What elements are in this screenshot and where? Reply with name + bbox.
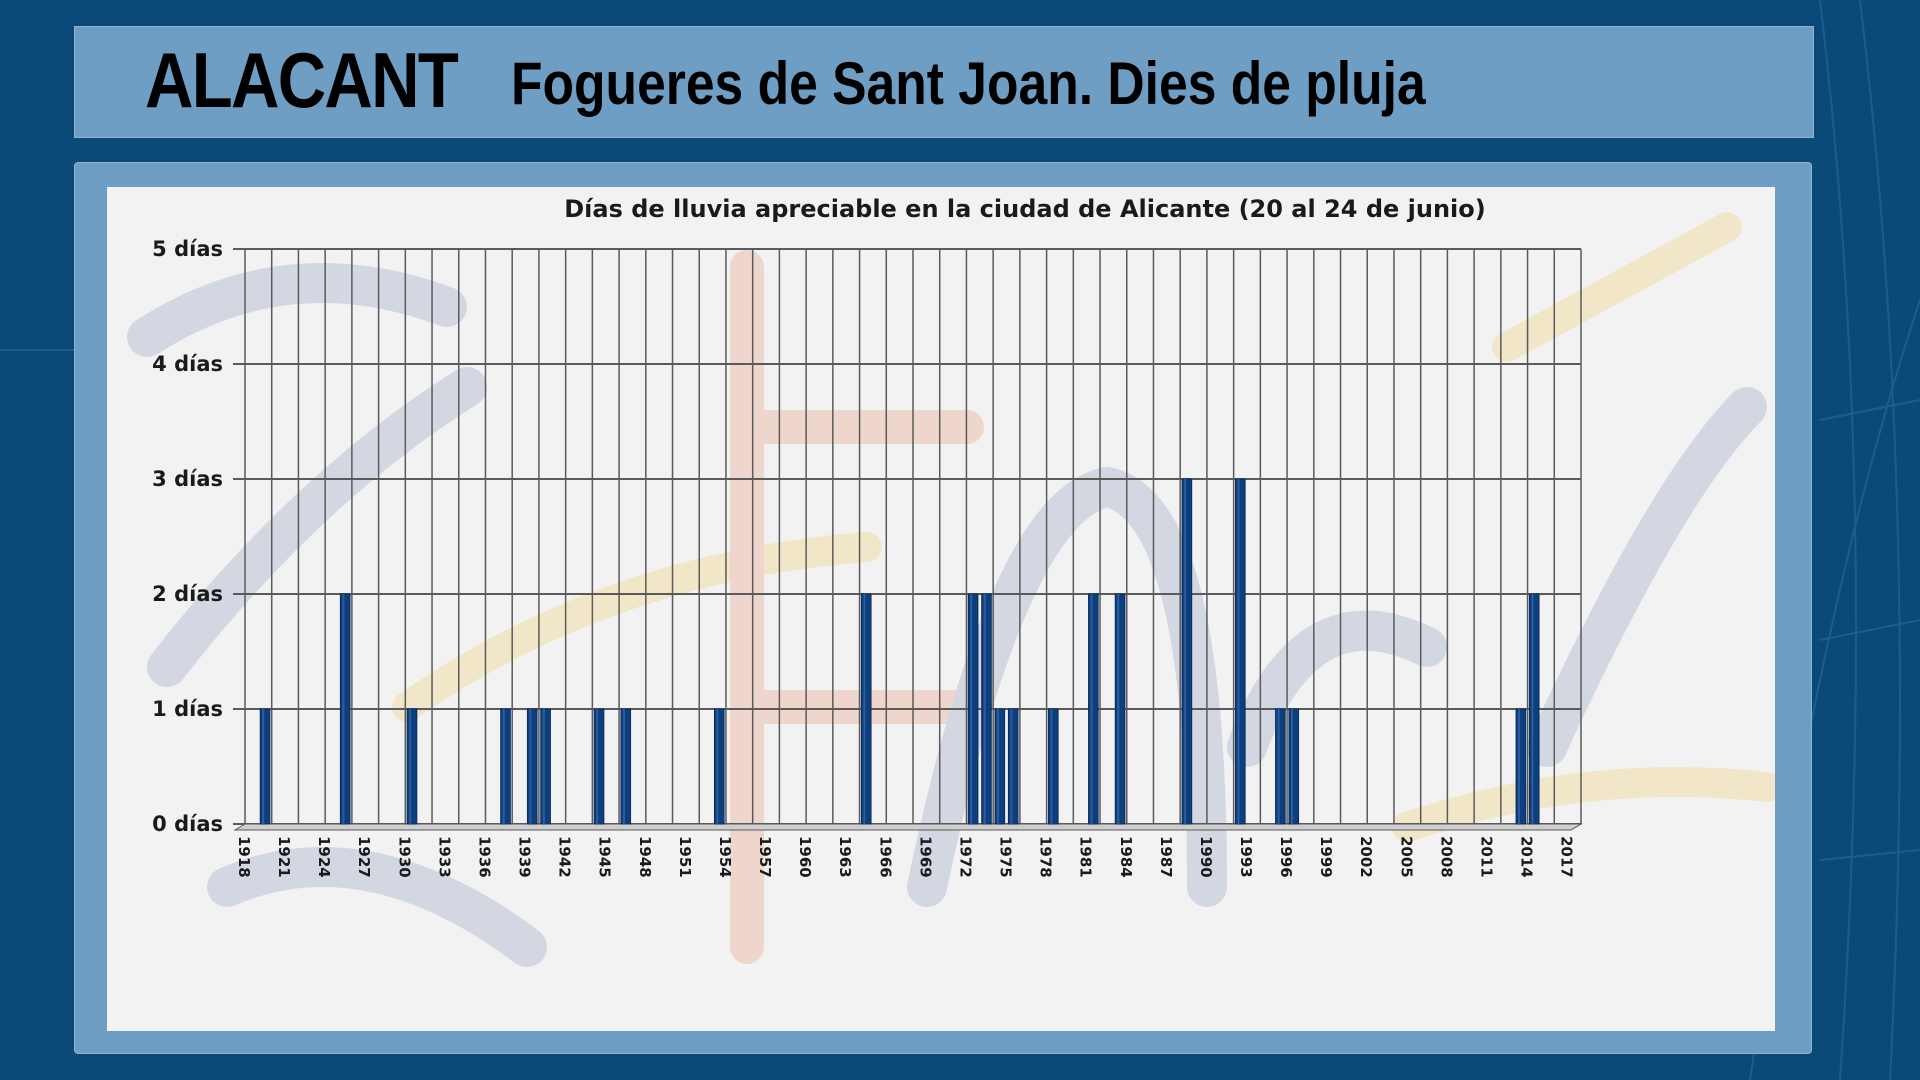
x-tick-label: 1975: [997, 836, 1015, 878]
bar-1939: [526, 708, 538, 825]
x-tick-label: 1993: [1237, 836, 1255, 878]
y-axis: 0 días 1 días 2 días 3 días 4 días 5 días: [152, 237, 223, 836]
x-tick-label: 1933: [435, 836, 453, 878]
bar-highlight: [970, 594, 973, 824]
x-tick-label: 1942: [556, 836, 574, 878]
bar-highlight: [1237, 479, 1240, 824]
x-tick-label: 1999: [1317, 836, 1335, 878]
x-tick-label: 1948: [636, 836, 654, 878]
bar-1981: [1088, 593, 1099, 825]
x-tick-label: 2017: [1558, 836, 1576, 878]
x-tick-label: 1939: [516, 836, 534, 878]
y-tick-label: 0 días: [152, 812, 223, 836]
x-tick-label: 1960: [796, 836, 814, 878]
x-tick-label: 1945: [596, 836, 614, 878]
bar-highlight: [983, 594, 986, 824]
bar-1919: [259, 708, 271, 825]
x-axis: 1918 1921 1924 1927 1930 1933 1936 1939 1942 1945…: [235, 836, 1576, 878]
bar-highlight: [596, 709, 599, 824]
bar-highlight: [262, 709, 265, 824]
bar-highlight: [1184, 479, 1187, 824]
bar-1925: [339, 593, 351, 825]
x-tick-label: 1930: [395, 836, 413, 878]
bar-1930: [406, 708, 418, 825]
y-tick-label: 1 días: [152, 697, 223, 721]
bars: [259, 478, 1540, 825]
bar-1983: [1114, 593, 1126, 825]
bar-highlight: [997, 709, 1000, 824]
bar-1953: [713, 708, 725, 825]
bar-highlight: [622, 709, 625, 824]
x-tick-label: 1972: [956, 836, 974, 878]
x-tick-label: 1951: [676, 836, 694, 878]
x-tick-label: 1996: [1277, 836, 1295, 878]
chart-frame: Días de lluvia apreciable en la ciudad d…: [74, 162, 1812, 1054]
bar-highlight: [529, 709, 532, 824]
x-tick-label: 1984: [1117, 836, 1135, 878]
bar-1974: [994, 708, 1006, 825]
bar-highlight: [542, 709, 545, 824]
y-tick-label: 5 días: [152, 237, 223, 261]
brand-title: ALACANT: [145, 36, 459, 124]
chart-floor: [233, 823, 1583, 831]
x-tick-label: 1963: [836, 836, 854, 878]
page-title: Fogueres de Sant Joan. Dies de pluja: [511, 50, 1426, 117]
x-tick-label: 1936: [475, 836, 493, 878]
y-tick-label: 2 días: [152, 582, 223, 606]
bar-1995: [1275, 708, 1286, 825]
x-tick-label: 2002: [1357, 836, 1375, 878]
bar-1964: [860, 593, 872, 825]
bar-highlight: [1010, 709, 1013, 824]
chart-panel: Días de lluvia apreciable en la ciudad d…: [107, 187, 1782, 1031]
x-tick-label: 1918: [235, 836, 253, 878]
x-tick-label: 1921: [275, 836, 293, 878]
bar-1996: [1288, 708, 1300, 825]
x-tick-label: 2005: [1397, 836, 1415, 878]
x-tick-label: 2011: [1477, 836, 1495, 878]
x-tick-label: 1978: [1037, 836, 1055, 878]
chart-grid: [233, 248, 1583, 831]
bar-highlight: [863, 594, 866, 824]
x-tick-label: 1957: [756, 836, 774, 878]
bar-2013: [1515, 708, 1527, 825]
watermark: [127, 212, 1782, 967]
x-tick-label: 1981: [1077, 836, 1095, 878]
x-tick-label: 2008: [1437, 836, 1455, 878]
bar-highlight: [1117, 594, 1120, 824]
bar-highlight: [1090, 594, 1093, 824]
bar-1992: [1235, 478, 1246, 825]
bar-1972: [967, 593, 979, 825]
bar-1978: [1047, 708, 1059, 825]
bar-highlight: [716, 709, 719, 824]
bar-highlight: [342, 594, 345, 824]
bar-1937: [500, 708, 511, 825]
x-tick-label: 1987: [1157, 836, 1175, 878]
x-tick-label: 1927: [355, 836, 373, 878]
bar-1988: [1181, 478, 1193, 825]
rain-days-bar-chart: Días de lluvia apreciable en la ciudad d…: [127, 195, 1782, 967]
bar-highlight: [1277, 709, 1280, 824]
x-tick-label: 2014: [1518, 836, 1536, 878]
x-tick-label: 1969: [916, 836, 934, 878]
bar-2014: [1528, 593, 1540, 825]
bar-1975: [1007, 708, 1019, 825]
bar-1973: [981, 593, 992, 825]
bar-1940: [540, 708, 551, 825]
y-tick-label: 3 días: [152, 467, 223, 491]
x-tick-label: 1924: [315, 836, 333, 878]
bar-1946: [620, 708, 632, 825]
chart-title: Días de lluvia apreciable en la ciudad d…: [564, 195, 1485, 223]
header-band: ALACANT Fogueres de Sant Joan. Dies de p…: [74, 26, 1814, 138]
bar-highlight: [1518, 709, 1521, 824]
x-tick-label: 1990: [1197, 836, 1215, 878]
x-tick-label: 1954: [716, 836, 734, 878]
y-tick-label: 4 días: [152, 352, 223, 376]
x-tick-label: 1966: [876, 836, 894, 878]
bar-highlight: [1050, 709, 1053, 824]
bar-highlight: [502, 709, 505, 824]
bar-highlight: [1531, 594, 1534, 824]
bar-highlight: [409, 709, 412, 824]
bar-highlight: [1290, 709, 1293, 824]
bar-1944: [593, 708, 605, 825]
